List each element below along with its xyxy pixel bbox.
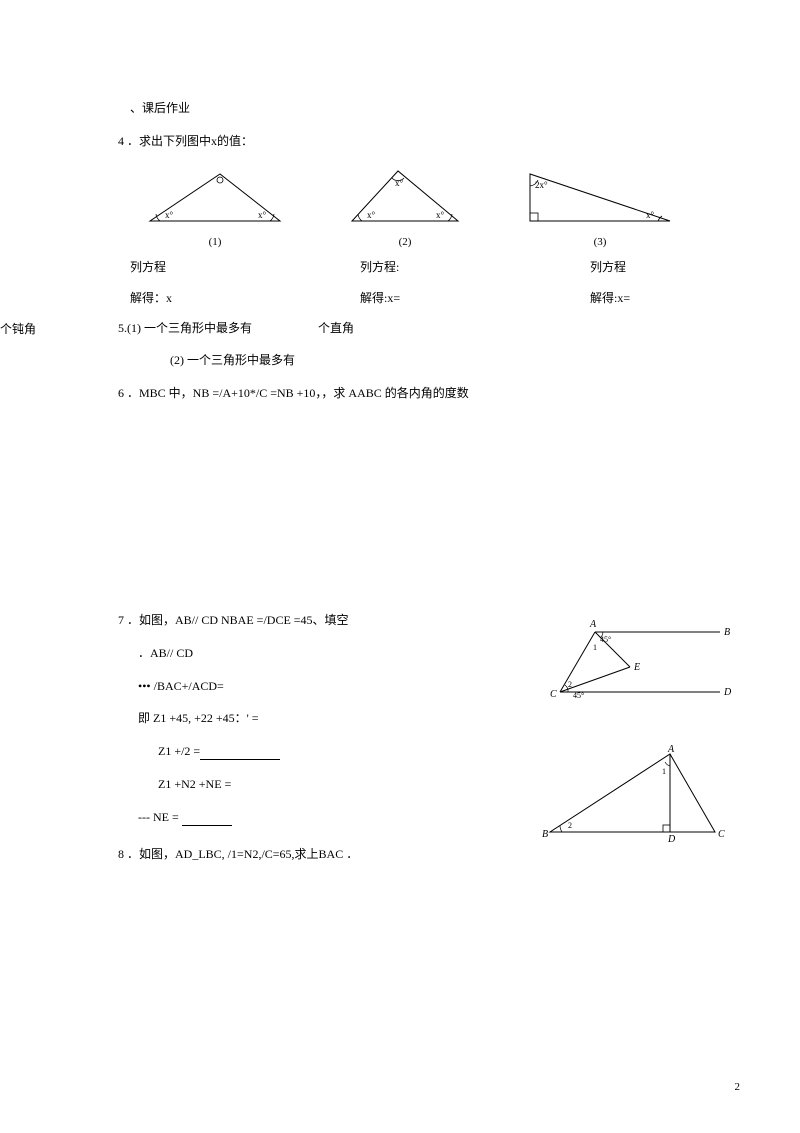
tri1-br-label: x°: [258, 210, 267, 220]
label-D: D: [723, 687, 732, 698]
figure-q8: A B C D 1 2: [540, 742, 740, 852]
blank-field: [182, 813, 232, 826]
angle-1: 1: [593, 643, 597, 652]
q7-l4: 即 Z1 +45, +22 +45：' =: [138, 710, 540, 727]
q7-l6: Z1 +N2 +NE =: [158, 776, 540, 793]
q7-l5: Z1 +/2 =: [158, 743, 540, 760]
q7-l1: 7 ．如图，AB// CD NBAE =/DCE =45、填空: [118, 612, 540, 629]
q4-col2-b: 解得:x=: [360, 289, 480, 306]
blank-field: [200, 747, 280, 760]
q4-answers-row1: 列方程 列方程: 列方程: [130, 258, 740, 275]
page-number: 2: [735, 1081, 741, 1093]
q4-prompt: 4 ．求出下列图中x的值：: [118, 133, 740, 150]
q4-col1-b: 解得：x: [130, 289, 250, 306]
q7-l3: ••• /BAC+/ACD=: [138, 678, 540, 695]
q7-l5-text: Z1 +/2 =: [158, 744, 200, 758]
label-E: E: [633, 662, 640, 673]
tri1-bl-label: x°: [165, 210, 174, 220]
q4-col3-b: 解得:x=: [590, 289, 710, 306]
label-B: B: [724, 627, 730, 638]
q4-col1-a: 列方程: [130, 258, 250, 275]
q6-text: 6 ．MBC 中，NB =/A+10*/C =NB +10，，求 AABC 的各…: [118, 385, 740, 402]
tri2-top-label: x°: [395, 178, 404, 188]
q4-col2-a: 列方程:: [360, 258, 480, 275]
tri2-caption: (2): [340, 236, 470, 248]
q7-l2: ．AB// CD: [138, 645, 540, 662]
section-header: 、课后作业: [130, 100, 740, 117]
q5-1-text: 5.(1) 一个三角形中最多有: [118, 321, 252, 335]
q4-col3-a: 列方程: [590, 258, 710, 275]
label-D8: D: [667, 834, 676, 845]
angle-45-bot: 45°: [573, 691, 584, 700]
q5-line2: (2) 一个三角形中最多有: [170, 352, 740, 369]
label-C: C: [550, 689, 557, 700]
q5-line1: 5.(1) 一个三角形中最多有 个直角: [118, 320, 740, 337]
q4-figures: x° x° (1) x° x° x° (2) 2x°: [140, 166, 740, 248]
label-A: A: [589, 619, 597, 630]
tri1-caption: (1): [140, 236, 290, 248]
label-A8: A: [667, 744, 675, 755]
q8-text: 8 ．如图，AD_LBC, /1=N2,/C=65,求上BAC ．: [118, 846, 540, 863]
tri3-tl-label: 2x°: [535, 180, 548, 190]
angle-2: 2: [568, 680, 572, 689]
label-C8: C: [718, 829, 725, 840]
tri2-bl-label: x°: [367, 210, 376, 220]
q4-answers-row2: 解得：x 解得:x= 解得:x=: [130, 289, 740, 306]
tri2-br-label: x°: [436, 210, 445, 220]
angle-n2: 2: [568, 821, 572, 830]
tri3-caption: (3): [520, 236, 680, 248]
figure-q7: A B C D E 45° 1 2 45°: [540, 612, 740, 722]
q5-2-leftfrag: 个钝角: [0, 320, 36, 337]
angle-n1: 1: [662, 767, 666, 776]
tri3-br-label: x°: [646, 210, 655, 220]
triangle-3: 2x° x° (3): [520, 166, 680, 248]
q7-l7: --- NE =: [138, 809, 540, 826]
triangle-2: x° x° x° (2): [340, 166, 470, 248]
triangle-1: x° x° (1): [140, 166, 290, 248]
q5-1-tail: 个直角: [318, 321, 354, 335]
label-B8: B: [542, 829, 548, 840]
q7-l7-text: --- NE =: [138, 810, 179, 824]
